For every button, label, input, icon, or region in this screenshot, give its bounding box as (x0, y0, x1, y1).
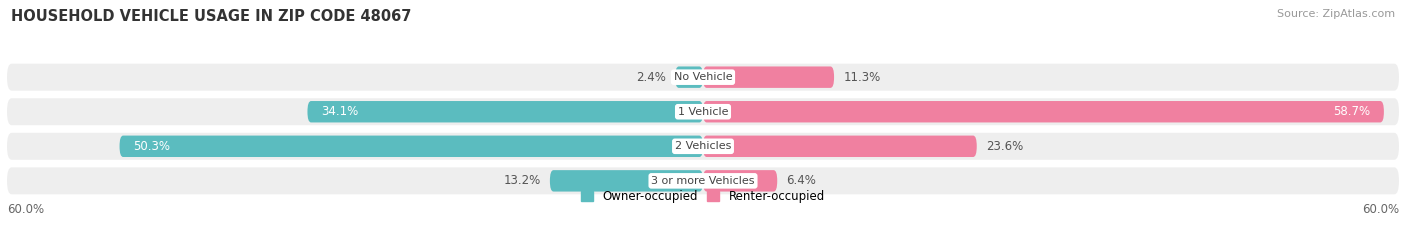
Text: Source: ZipAtlas.com: Source: ZipAtlas.com (1277, 9, 1395, 19)
Text: 1 Vehicle: 1 Vehicle (678, 107, 728, 117)
Text: 23.6%: 23.6% (986, 140, 1024, 153)
FancyBboxPatch shape (703, 101, 1384, 123)
FancyBboxPatch shape (550, 170, 703, 192)
FancyBboxPatch shape (703, 66, 834, 88)
Text: 13.2%: 13.2% (503, 174, 540, 187)
FancyBboxPatch shape (7, 167, 1399, 194)
FancyBboxPatch shape (703, 136, 977, 157)
Legend: Owner-occupied, Renter-occupied: Owner-occupied, Renter-occupied (576, 186, 830, 208)
Text: 34.1%: 34.1% (322, 105, 359, 118)
Text: 6.4%: 6.4% (786, 174, 817, 187)
Text: 2 Vehicles: 2 Vehicles (675, 141, 731, 151)
Text: 60.0%: 60.0% (7, 203, 44, 216)
FancyBboxPatch shape (308, 101, 703, 123)
FancyBboxPatch shape (703, 170, 778, 192)
FancyBboxPatch shape (7, 64, 1399, 91)
FancyBboxPatch shape (7, 133, 1399, 160)
FancyBboxPatch shape (7, 98, 1399, 125)
Text: 50.3%: 50.3% (134, 140, 170, 153)
Text: 60.0%: 60.0% (1362, 203, 1399, 216)
FancyBboxPatch shape (675, 66, 703, 88)
Text: 11.3%: 11.3% (844, 71, 880, 84)
Text: No Vehicle: No Vehicle (673, 72, 733, 82)
Text: HOUSEHOLD VEHICLE USAGE IN ZIP CODE 48067: HOUSEHOLD VEHICLE USAGE IN ZIP CODE 4806… (11, 9, 412, 24)
FancyBboxPatch shape (120, 136, 703, 157)
Text: 2.4%: 2.4% (636, 71, 666, 84)
Text: 58.7%: 58.7% (1333, 105, 1369, 118)
Text: 3 or more Vehicles: 3 or more Vehicles (651, 176, 755, 186)
